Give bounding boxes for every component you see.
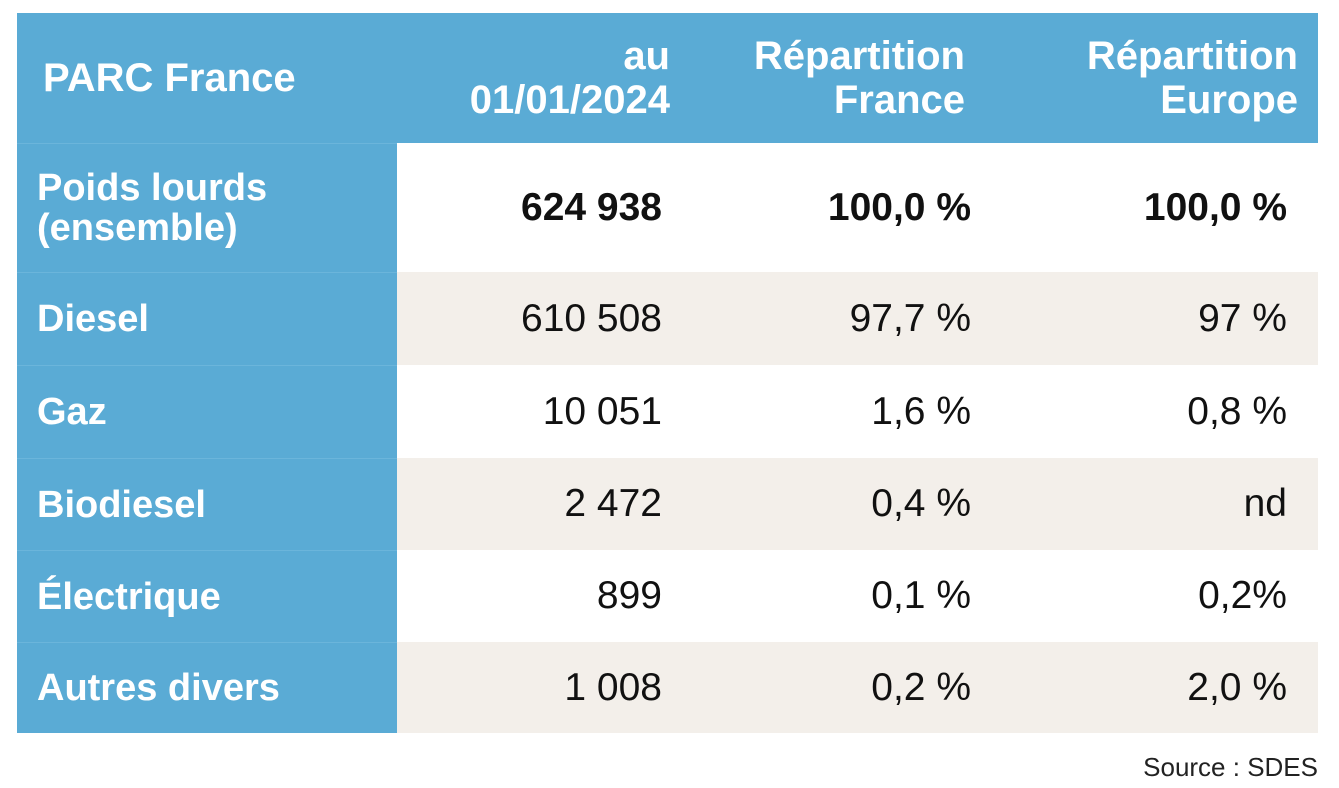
header-cell: Répartition France <box>690 13 985 143</box>
table-cell: 2 472 <box>397 458 690 550</box>
row-label-line: Poids lourds <box>37 167 268 209</box>
header-line: au <box>623 34 670 78</box>
cell-text: 2 472 <box>564 482 662 525</box>
table-cell: 624 938 <box>397 143 690 272</box>
cell-text: 100,0 % <box>827 185 971 229</box>
header-line: 01/01/2024 <box>469 78 670 122</box>
row-label-line: Diesel <box>37 298 149 340</box>
table-cell: 0,4 % <box>690 458 985 550</box>
row-label-line: Gaz <box>37 391 107 433</box>
cell-text: 0,1 % <box>871 574 971 617</box>
table-cell: 0,2% <box>985 550 1318 642</box>
row-label: Biodiesel <box>17 458 397 550</box>
table: PARC France au 01/01/2024 Répartition France… <box>17 13 1318 733</box>
table-cell: 610 508 <box>397 272 690 365</box>
cell-text: 97 % <box>1198 296 1287 340</box>
table-cell: 2,0 % <box>985 642 1318 733</box>
table-cell: 1 008 <box>397 642 690 733</box>
row-label-line: Biodiesel <box>37 483 206 526</box>
header-line: Europe <box>1160 78 1298 122</box>
table-cell: 0,1 % <box>690 550 985 642</box>
table-cell: 97,7 % <box>690 272 985 365</box>
cell-text: 97,7 % <box>849 296 971 340</box>
cell-text: 0,2 % <box>871 665 971 709</box>
table-cell: 100,0 % <box>985 143 1318 272</box>
cell-text: 899 <box>596 574 662 617</box>
row-label: Autres divers <box>17 642 397 733</box>
row-label-line: (ensemble) <box>37 207 238 249</box>
row-label: Diesel <box>17 272 397 365</box>
row-label: Poids lourds (ensemble) <box>17 143 397 272</box>
table-cell: 1,6 % <box>690 365 985 458</box>
cell-text: 0,8 % <box>1187 389 1287 433</box>
cell-text: 1 008 <box>564 665 662 709</box>
cell-text: 10 051 <box>542 389 662 433</box>
cell-text: 1,6 % <box>871 389 971 433</box>
header-cell: Répartition Europe <box>985 13 1318 143</box>
row-label-line: Électrique <box>37 575 221 618</box>
header-cell: au 01/01/2024 <box>397 13 690 143</box>
header-line: France <box>833 78 965 122</box>
cell-text: 0,2% <box>1198 574 1287 617</box>
table-cell: 100,0 % <box>690 143 985 272</box>
table-cell: 10 051 <box>397 365 690 458</box>
header-line: PARC France <box>43 56 296 100</box>
row-label-line: Autres divers <box>37 667 280 709</box>
cell-text: 0,4 % <box>871 482 971 525</box>
cell-text: nd <box>1243 482 1287 525</box>
header-line: Répartition <box>753 34 965 78</box>
header-line: Répartition <box>1086 34 1298 78</box>
table-cell: nd <box>985 458 1318 550</box>
table-cell: 899 <box>397 550 690 642</box>
cell-text: 610 508 <box>521 296 662 340</box>
cell-text: 100,0 % <box>1143 185 1287 229</box>
cell-text: 2,0 % <box>1187 665 1287 709</box>
table-cell: 0,2 % <box>690 642 985 733</box>
header-cell: PARC France <box>17 13 397 143</box>
cell-text: 624 938 <box>521 185 662 229</box>
table-cell: 97 % <box>985 272 1318 365</box>
row-label: Gaz <box>17 365 397 458</box>
table-cell: 0,8 % <box>985 365 1318 458</box>
source-note: Source : SDES <box>1143 752 1318 782</box>
row-label: Électrique <box>17 550 397 642</box>
